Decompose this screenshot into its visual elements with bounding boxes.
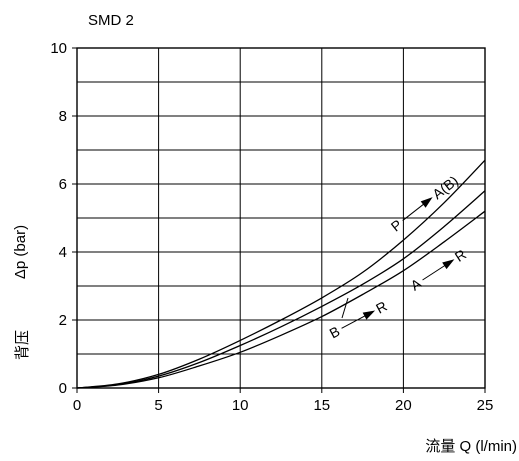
y-tick-label-0: 0 (59, 380, 67, 397)
annotation-arrow-a-to-r (442, 259, 455, 270)
y-tick-label-5: 10 (50, 40, 67, 57)
annotation-arrow-b-to-r (362, 310, 376, 320)
x-tick-label-0: 0 (73, 397, 81, 414)
curve-p-to-ab (76, 159, 486, 389)
x-tick-labels: 0 5 10 15 20 25 (73, 388, 494, 414)
curves (76, 159, 486, 389)
annotation-shaft-b-to-r (341, 314, 367, 329)
x-axis-label: 流量 Q (l/min) (425, 438, 517, 455)
plot-frame (76, 47, 486, 389)
x-tick-label-3: 15 (313, 397, 330, 414)
annotation-leader-b-to-r (341, 297, 349, 319)
annotation-from-p-to-ab: P (388, 216, 405, 234)
grid (77, 48, 485, 388)
annotation-from-a-to-r: A (408, 275, 425, 294)
y-tick-label-2: 4 (59, 244, 67, 261)
chart-title: SMD 2 (88, 12, 134, 29)
annotation-from-b-to-r: B (327, 323, 343, 342)
annotation-to-p-to-ab: A(B) (429, 172, 461, 202)
annotation-shaft-a-to-r (422, 264, 447, 281)
annotation-arrow-p-to-ab (420, 197, 433, 208)
annotation-to-b-to-r: R (373, 298, 389, 317)
x-tick-label-1: 5 (154, 397, 162, 414)
y-tick-label-3: 6 (59, 176, 67, 193)
y-axis-label: Δp (bar) (12, 225, 29, 279)
annotation-p-to-ab: P A(B) (388, 172, 461, 234)
annotation-to-a-to-r: R (452, 246, 469, 265)
y-tick-labels: 0 2 4 6 8 10 (50, 40, 77, 397)
y-tick-label-4: 8 (59, 108, 67, 125)
curve-a-to-r (76, 190, 486, 389)
annotation-shaft-p-to-ab (402, 202, 426, 221)
x-tick-label-5: 25 (477, 397, 494, 414)
x-tick-label-2: 10 (232, 397, 249, 414)
y-axis-label-cn: 背压 (14, 330, 31, 360)
x-tick-label-4: 20 (395, 397, 412, 414)
y-tick-label-1: 2 (59, 312, 67, 329)
curve-b-to-r (76, 210, 486, 389)
